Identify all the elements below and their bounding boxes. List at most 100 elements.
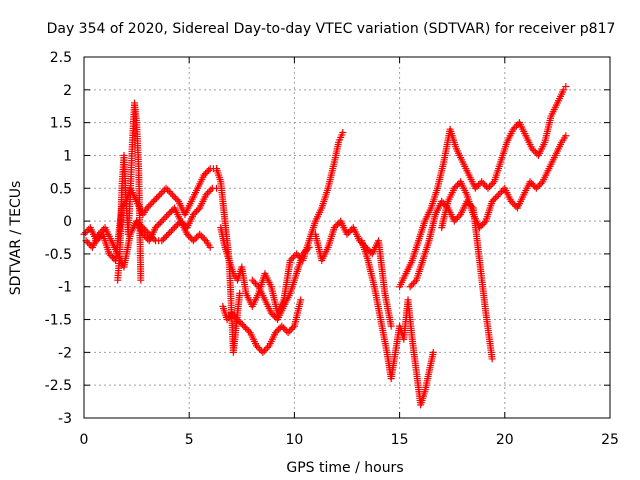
data-point — [191, 235, 199, 243]
data-point — [159, 215, 167, 223]
data-point — [248, 276, 256, 284]
data-point — [408, 281, 416, 289]
data-point — [562, 83, 570, 91]
data-point — [293, 250, 301, 258]
data-point — [289, 324, 297, 332]
data-point — [452, 215, 460, 223]
data-point — [145, 230, 153, 238]
data-point — [143, 204, 151, 212]
data-point — [152, 224, 160, 232]
data-point — [245, 327, 253, 335]
data-point — [202, 170, 210, 178]
data-point — [105, 250, 113, 258]
data-point — [450, 217, 458, 225]
data-point — [159, 188, 167, 196]
data-point — [253, 281, 261, 289]
data-point — [207, 186, 215, 194]
data-point — [332, 222, 340, 230]
data-point — [155, 220, 163, 228]
data-point — [488, 197, 496, 205]
data-point — [453, 214, 461, 222]
data-point — [156, 191, 164, 199]
data-point — [259, 348, 267, 356]
data-point — [455, 212, 463, 220]
y-tick-label: -1 — [58, 280, 72, 296]
data-point — [537, 179, 545, 187]
data-point — [275, 325, 283, 333]
y-axis-title: SDTVAR / TECUs — [8, 181, 24, 296]
data-point — [488, 355, 496, 363]
data-point — [477, 222, 485, 230]
x-tick-label: 10 — [285, 432, 303, 448]
data-point — [493, 192, 501, 200]
data-point — [531, 148, 539, 156]
data-point — [512, 122, 520, 130]
data-point — [167, 207, 175, 215]
data-point — [491, 194, 499, 202]
data-point — [330, 224, 338, 232]
data-point — [85, 240, 93, 248]
data-point — [345, 229, 353, 237]
x-tick-label: 25 — [601, 432, 619, 448]
data-point — [144, 229, 152, 237]
data-point — [507, 197, 515, 205]
data-point — [164, 230, 172, 238]
chart-title: Day 354 of 2020, Sidereal Day-to-day VTE… — [47, 21, 616, 37]
data-point — [264, 343, 272, 351]
data-point — [108, 253, 116, 261]
data-point — [204, 189, 212, 197]
data-point — [83, 227, 91, 235]
data-point — [273, 327, 281, 335]
data-point — [196, 230, 204, 238]
x-tick-label: 20 — [496, 432, 514, 448]
data-point — [256, 345, 264, 353]
data-point — [489, 179, 497, 187]
data-point — [286, 256, 294, 264]
data-point — [496, 189, 504, 197]
data-point — [189, 237, 197, 245]
data-point — [498, 188, 506, 196]
data-point — [302, 247, 310, 255]
data-point — [346, 227, 354, 235]
data-point — [156, 219, 164, 227]
y-tick-label: 1 — [63, 148, 72, 164]
data-point — [510, 201, 518, 209]
data-point — [161, 214, 169, 222]
x-tick-label: 15 — [391, 432, 409, 448]
data-point — [136, 220, 144, 228]
data-point — [199, 234, 207, 241]
data-point — [151, 196, 159, 204]
data-point — [142, 234, 150, 241]
data-point — [167, 189, 175, 197]
data-point — [481, 181, 489, 189]
data-point — [189, 211, 197, 219]
y-tick-label: 2.5 — [50, 50, 72, 66]
data-point — [452, 183, 460, 191]
data-point — [478, 178, 486, 186]
data-point — [205, 166, 213, 174]
data-point — [167, 227, 175, 235]
data-point — [529, 181, 537, 189]
data-point — [185, 232, 193, 240]
data-point — [153, 194, 161, 202]
data-point — [154, 192, 162, 200]
data-point — [486, 183, 494, 191]
data-point — [202, 191, 210, 199]
y-tick-label: 0 — [63, 214, 72, 230]
data-point — [528, 145, 536, 153]
data-point — [139, 230, 147, 238]
y-tick-label: 0.5 — [50, 181, 72, 197]
data-point — [236, 289, 244, 297]
data-point — [165, 188, 173, 196]
data-point — [305, 243, 313, 251]
data-point — [148, 234, 156, 241]
data-point — [197, 232, 205, 240]
data-point — [96, 229, 104, 237]
data-point — [172, 194, 180, 202]
data-point — [166, 209, 174, 217]
data-point — [206, 243, 214, 251]
data-point — [262, 345, 270, 353]
data-point — [194, 206, 202, 214]
data-point — [287, 325, 295, 333]
